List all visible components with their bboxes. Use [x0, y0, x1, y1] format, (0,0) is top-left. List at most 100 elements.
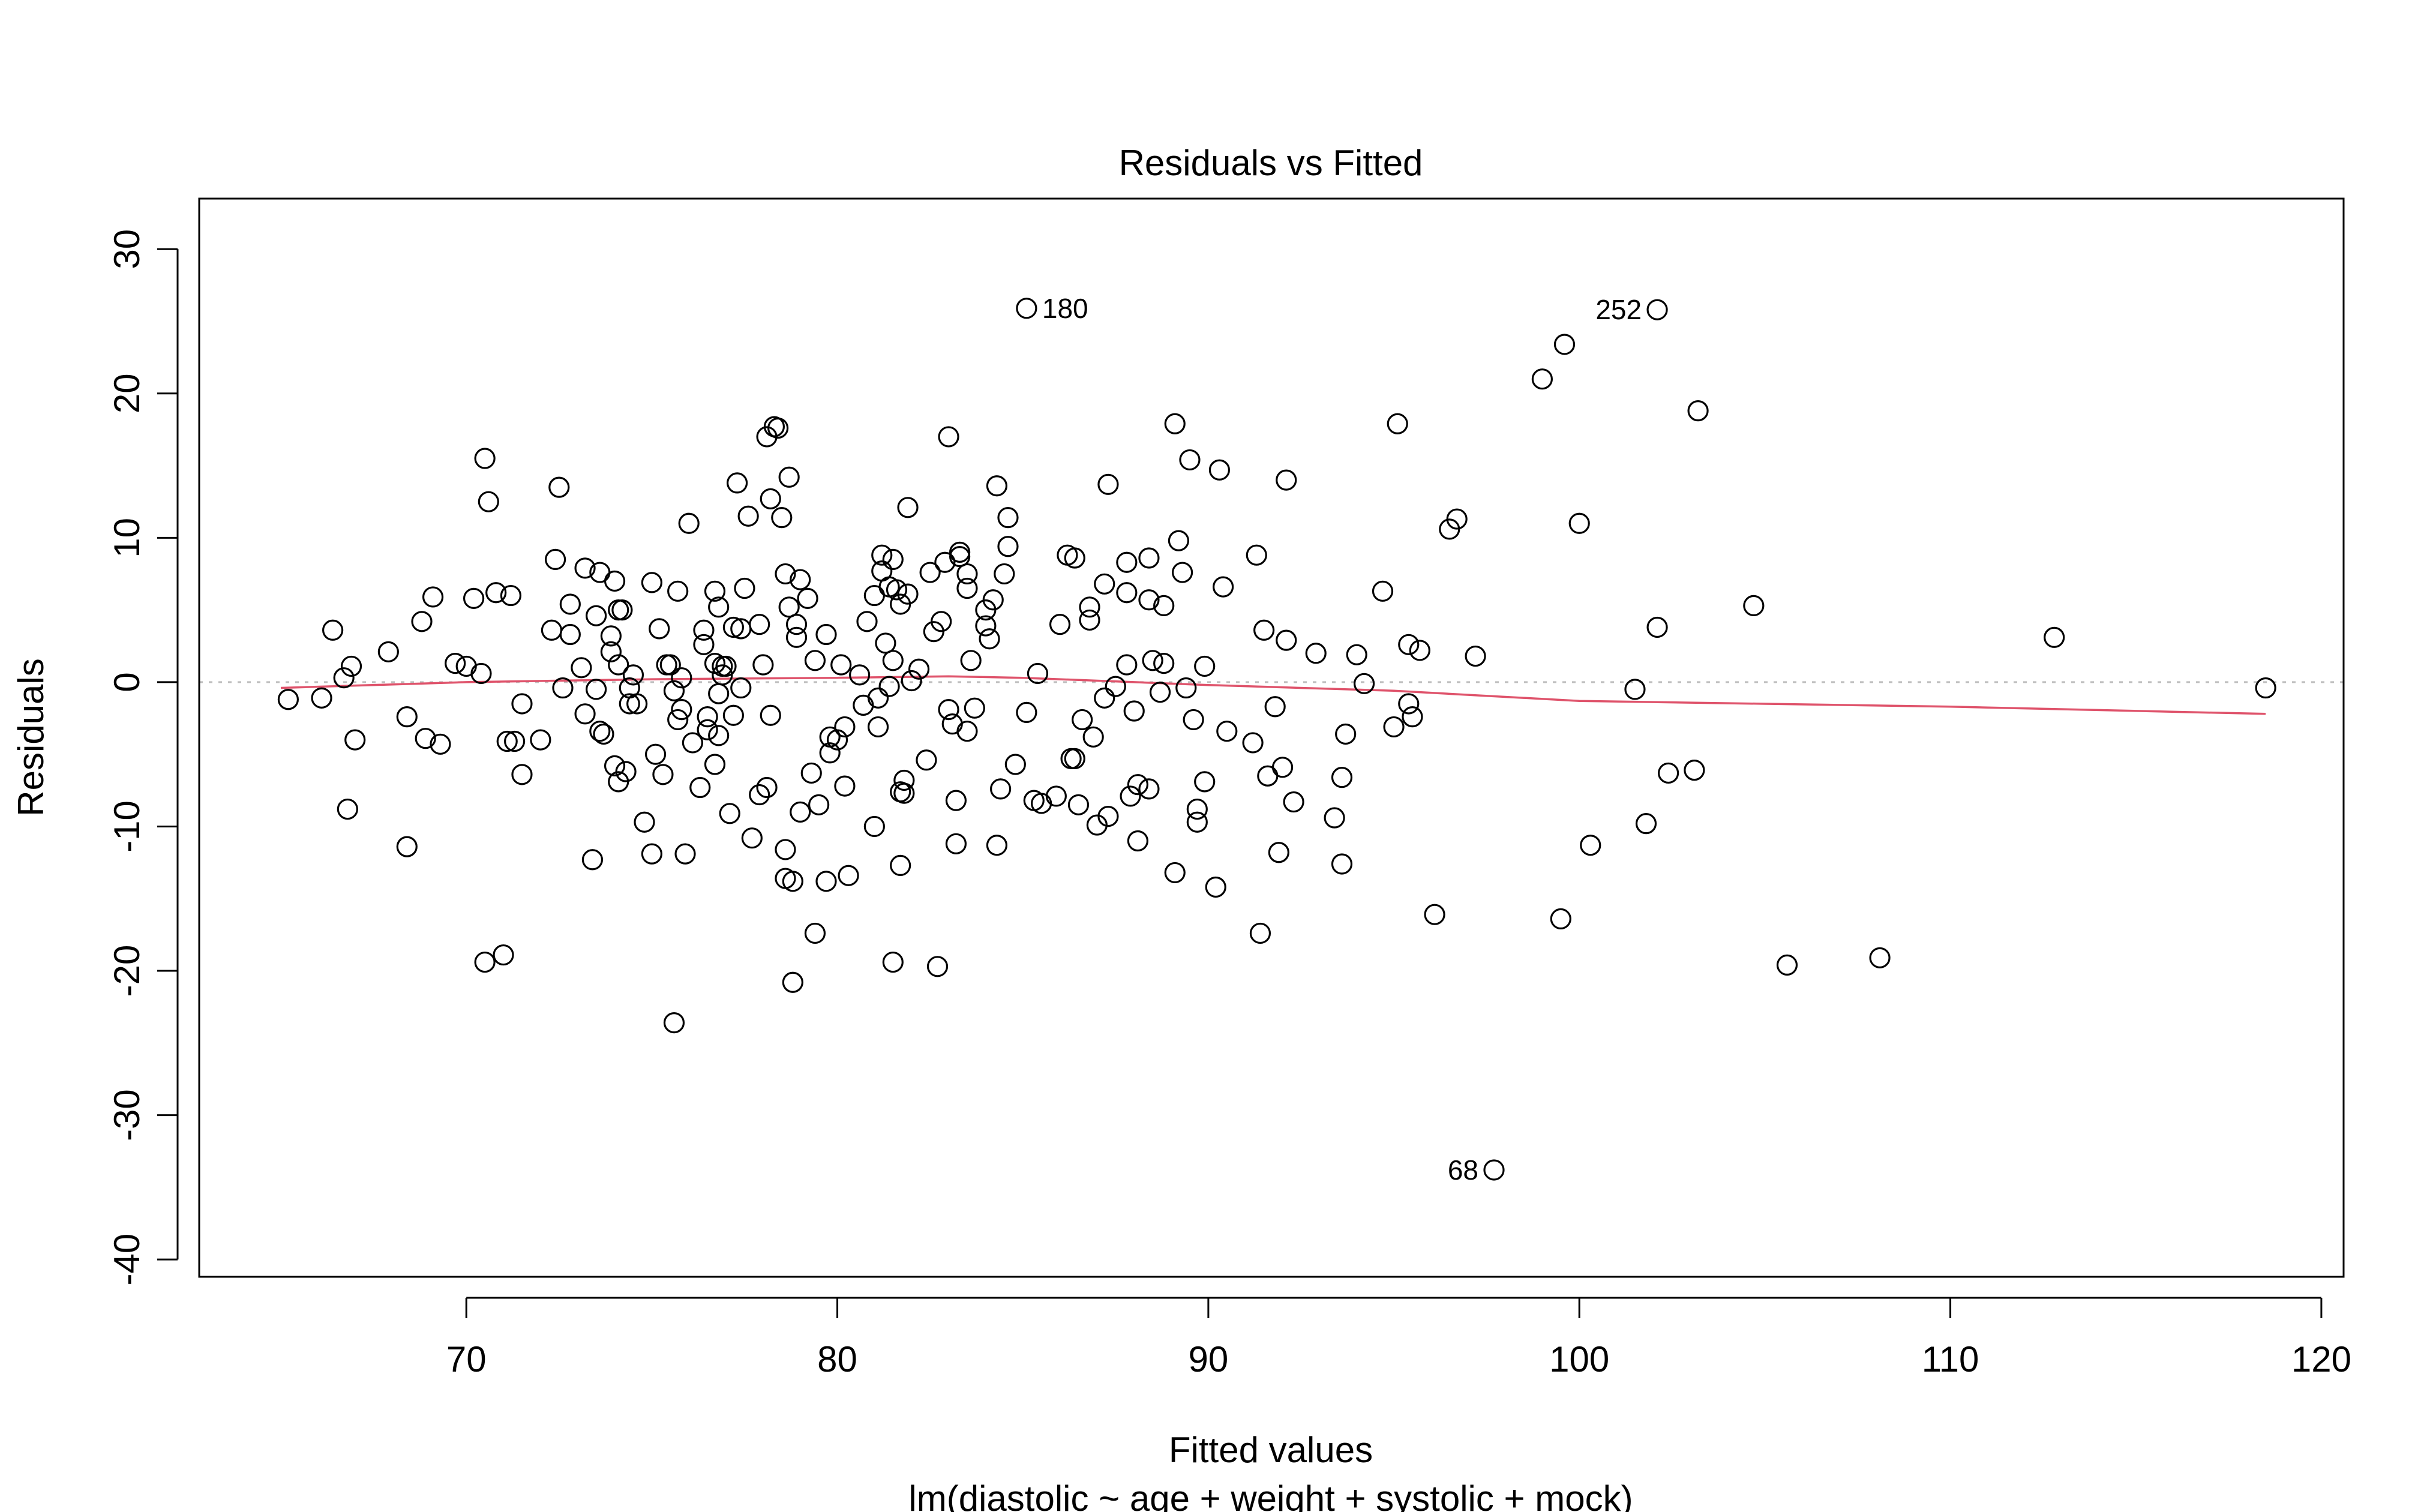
data-point: [737, 505, 759, 527]
y-tick-label: -30: [107, 1089, 147, 1141]
data-point: [797, 587, 818, 609]
data-point: [719, 803, 740, 824]
data-point: [1531, 368, 1553, 390]
data-point: [500, 584, 522, 607]
data-point: [608, 654, 629, 676]
data-point: [1175, 677, 1197, 699]
x-axis-label: Fitted values: [1169, 1430, 1373, 1470]
data-point: [1123, 700, 1145, 722]
data-point: [2044, 626, 2065, 648]
data-point: [771, 507, 793, 529]
x-axis: 70 80 90 100 110 120: [446, 1297, 2351, 1379]
data-point: [760, 704, 781, 726]
data-point: [611, 599, 633, 621]
data-point: [671, 698, 692, 721]
data-point: [1372, 580, 1394, 602]
data-point: [960, 650, 982, 671]
data-point: [897, 497, 919, 518]
data-point: [882, 650, 904, 671]
y-tick-label: -20: [107, 945, 147, 997]
data-point: [1067, 794, 1090, 815]
data-point: [559, 593, 581, 615]
data-point: [1164, 862, 1186, 884]
data-point: [997, 536, 1019, 557]
data-point: [277, 689, 299, 710]
data-point: [1138, 589, 1160, 611]
smooth-line: [280, 675, 2266, 715]
data-point: [604, 570, 626, 592]
data-point: [997, 507, 1019, 529]
data-point: [445, 653, 466, 674]
data-point: [644, 743, 667, 765]
data-point: [804, 922, 826, 944]
x-tick-label: 120: [2291, 1339, 2351, 1379]
data-point: [819, 742, 841, 764]
chart-title: Residuals vs Fitted: [1119, 143, 1423, 183]
data-point: [1264, 696, 1286, 718]
data-point: [826, 729, 848, 751]
data-point: [1127, 774, 1148, 796]
data-point: [1283, 791, 1304, 813]
point-label-68: 68: [1448, 1154, 1478, 1186]
data-point: [790, 569, 811, 590]
data-point: [1553, 334, 1576, 355]
data-point: [478, 491, 499, 512]
data-point: [1268, 842, 1289, 863]
data-point: [586, 679, 607, 700]
data-point: [545, 548, 566, 571]
data-point: [886, 579, 908, 601]
data-point: [808, 794, 830, 815]
data-point: [1402, 706, 1423, 728]
data-point: [1324, 807, 1345, 829]
data-point: [800, 762, 822, 784]
data-point: [1116, 551, 1138, 573]
point-label-180: 180: [1042, 293, 1088, 324]
data-point: [949, 541, 971, 563]
data-point: [311, 687, 332, 709]
data-point: [1016, 298, 1037, 319]
data-point: [1635, 813, 1657, 835]
data-point: [722, 616, 745, 638]
data-point: [1276, 469, 1297, 491]
data-point: [659, 654, 681, 676]
data-point: [704, 754, 726, 775]
data-point: [1194, 655, 1216, 677]
data-point: [715, 655, 737, 677]
data-point: [1276, 629, 1297, 651]
data-point: [1242, 732, 1264, 754]
y-tick-label: 10: [107, 518, 147, 558]
data-point: [589, 721, 611, 742]
data-point: [1387, 413, 1408, 434]
data-point: [882, 548, 904, 571]
data-point: [649, 618, 670, 640]
data-point: [552, 677, 574, 699]
data-point: [1646, 616, 1668, 638]
data-point: [1186, 798, 1208, 820]
data-point: [986, 475, 1008, 497]
data-point: [1138, 547, 1160, 569]
data-point: [752, 654, 774, 676]
data-point: [722, 704, 745, 726]
data-point: [1120, 785, 1141, 807]
data-point: [1164, 413, 1186, 434]
data-point: [1550, 908, 1571, 930]
data-point: [982, 589, 1004, 611]
data-point: [470, 662, 492, 685]
data-point: [882, 951, 904, 973]
data-point: [693, 634, 715, 655]
data-point: [2255, 677, 2276, 699]
data-point: [945, 790, 967, 811]
data-point: [1383, 716, 1405, 738]
data-point: [1116, 654, 1138, 676]
data-point: [1208, 459, 1231, 481]
data-point: [1079, 609, 1100, 631]
data-point: [682, 732, 703, 754]
data-point: [1094, 573, 1115, 595]
data-point: [1331, 853, 1353, 875]
data-point: [775, 839, 796, 860]
data-point: [1004, 754, 1026, 775]
data-point: [1246, 544, 1267, 566]
x-tick-label: 80: [817, 1339, 857, 1379]
data-point: [1580, 835, 1601, 856]
x-tick-label: 70: [446, 1339, 487, 1379]
